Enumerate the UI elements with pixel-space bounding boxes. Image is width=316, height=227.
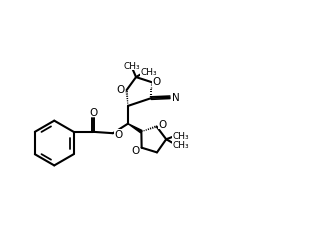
Text: O: O (117, 85, 125, 95)
Text: O: O (131, 146, 140, 156)
Text: CH₃: CH₃ (124, 61, 141, 70)
Polygon shape (128, 124, 142, 133)
Text: O: O (114, 129, 123, 139)
Text: O: O (90, 107, 98, 117)
Text: CH₃: CH₃ (172, 131, 189, 140)
Text: CH₃: CH₃ (141, 67, 157, 76)
Text: O: O (158, 119, 167, 129)
Text: N: N (172, 93, 180, 103)
Text: O: O (153, 76, 161, 86)
Text: CH₃: CH₃ (172, 141, 189, 150)
